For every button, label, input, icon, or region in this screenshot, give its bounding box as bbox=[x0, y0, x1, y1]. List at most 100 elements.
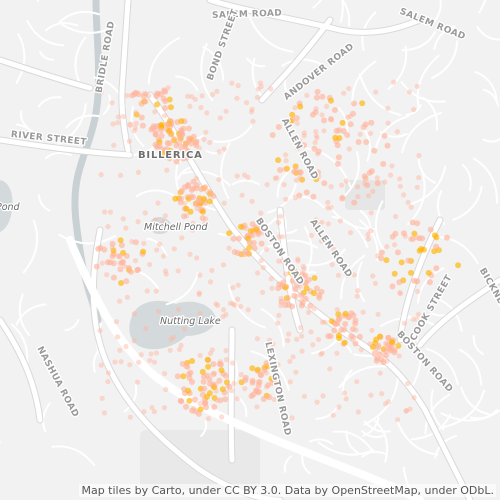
density-point bbox=[165, 85, 171, 91]
density-point bbox=[384, 358, 390, 364]
density-point bbox=[154, 101, 160, 108]
density-point bbox=[143, 326, 149, 332]
density-point bbox=[211, 395, 218, 401]
density-point bbox=[197, 400, 203, 406]
density-point bbox=[313, 217, 319, 223]
density-point bbox=[388, 338, 395, 345]
density-point bbox=[403, 408, 410, 414]
density-point bbox=[397, 291, 403, 297]
density-point bbox=[185, 364, 191, 370]
water-label-mitchell-pond: Mitchell Pond bbox=[144, 222, 209, 233]
density-point bbox=[289, 277, 296, 284]
density-point bbox=[160, 220, 167, 226]
density-point bbox=[117, 260, 123, 266]
density-point bbox=[315, 336, 322, 343]
density-point bbox=[223, 348, 229, 354]
minor-road bbox=[200, 42, 214, 102]
density-point bbox=[293, 177, 299, 183]
density-point bbox=[297, 325, 304, 331]
density-point bbox=[219, 386, 226, 393]
density-point bbox=[98, 89, 104, 95]
density-point bbox=[402, 233, 408, 239]
density-point bbox=[189, 94, 195, 100]
density-point bbox=[366, 193, 372, 199]
density-point bbox=[348, 310, 355, 317]
density-point bbox=[305, 276, 312, 283]
density-point bbox=[248, 393, 255, 400]
density-point bbox=[255, 379, 262, 385]
density-point bbox=[433, 265, 440, 272]
density-point bbox=[414, 316, 420, 322]
density-point bbox=[135, 219, 141, 225]
density-point bbox=[184, 183, 191, 190]
minor-road bbox=[469, 409, 498, 420]
density-point bbox=[332, 321, 339, 328]
density-point bbox=[308, 232, 314, 239]
density-point bbox=[203, 404, 210, 411]
density-point bbox=[306, 309, 312, 315]
density-point bbox=[113, 319, 120, 325]
density-point bbox=[157, 241, 163, 247]
density-point bbox=[310, 342, 316, 348]
density-point bbox=[373, 89, 379, 95]
density-point bbox=[383, 401, 389, 407]
density-point bbox=[315, 169, 321, 176]
density-point bbox=[371, 350, 378, 356]
density-point bbox=[192, 408, 199, 415]
minor-road bbox=[260, 308, 285, 348]
density-point bbox=[350, 326, 356, 333]
density-point bbox=[313, 133, 319, 139]
density-point bbox=[335, 311, 342, 318]
minor-road bbox=[44, 151, 72, 160]
density-point bbox=[127, 121, 134, 128]
density-point bbox=[254, 404, 260, 410]
density-point bbox=[141, 409, 147, 415]
density-point bbox=[110, 121, 116, 127]
density-point bbox=[391, 347, 398, 354]
density-point bbox=[218, 367, 225, 374]
density-point bbox=[293, 165, 299, 171]
density-point bbox=[107, 209, 113, 215]
density-point bbox=[366, 169, 373, 176]
minor-road bbox=[175, 75, 199, 91]
density-point bbox=[365, 231, 371, 238]
density-point bbox=[329, 262, 335, 268]
density-point bbox=[249, 365, 256, 372]
density-point bbox=[283, 295, 290, 302]
density-point bbox=[313, 176, 320, 183]
minor-road bbox=[283, 455, 292, 473]
water-label-nutting-lake: Nutting Lake bbox=[160, 316, 221, 327]
density-point bbox=[298, 302, 305, 309]
density-point bbox=[395, 249, 401, 256]
density-point bbox=[171, 135, 177, 141]
density-point bbox=[416, 152, 422, 159]
density-point bbox=[237, 223, 244, 230]
density-point bbox=[155, 200, 161, 206]
density-point bbox=[124, 294, 130, 300]
density-point bbox=[187, 251, 193, 257]
density-point bbox=[123, 278, 130, 285]
density-point bbox=[405, 199, 411, 205]
density-point bbox=[214, 397, 220, 403]
density-point bbox=[213, 301, 219, 307]
density-point bbox=[383, 340, 389, 347]
density-point bbox=[268, 86, 274, 92]
minor-road bbox=[181, 170, 231, 187]
density-point bbox=[321, 180, 328, 187]
density-point bbox=[205, 416, 212, 422]
density-point bbox=[192, 200, 199, 207]
density-point bbox=[204, 372, 211, 379]
density-point bbox=[316, 294, 323, 301]
density-point bbox=[117, 298, 123, 304]
density-point bbox=[389, 283, 396, 290]
density-point bbox=[277, 167, 283, 173]
density-point bbox=[289, 111, 296, 118]
density-point bbox=[314, 88, 321, 95]
density-point bbox=[302, 295, 309, 302]
density-point bbox=[153, 350, 159, 356]
density-point bbox=[325, 205, 331, 211]
minor-road bbox=[474, 70, 498, 100]
density-point bbox=[183, 205, 190, 212]
density-point bbox=[101, 410, 107, 416]
